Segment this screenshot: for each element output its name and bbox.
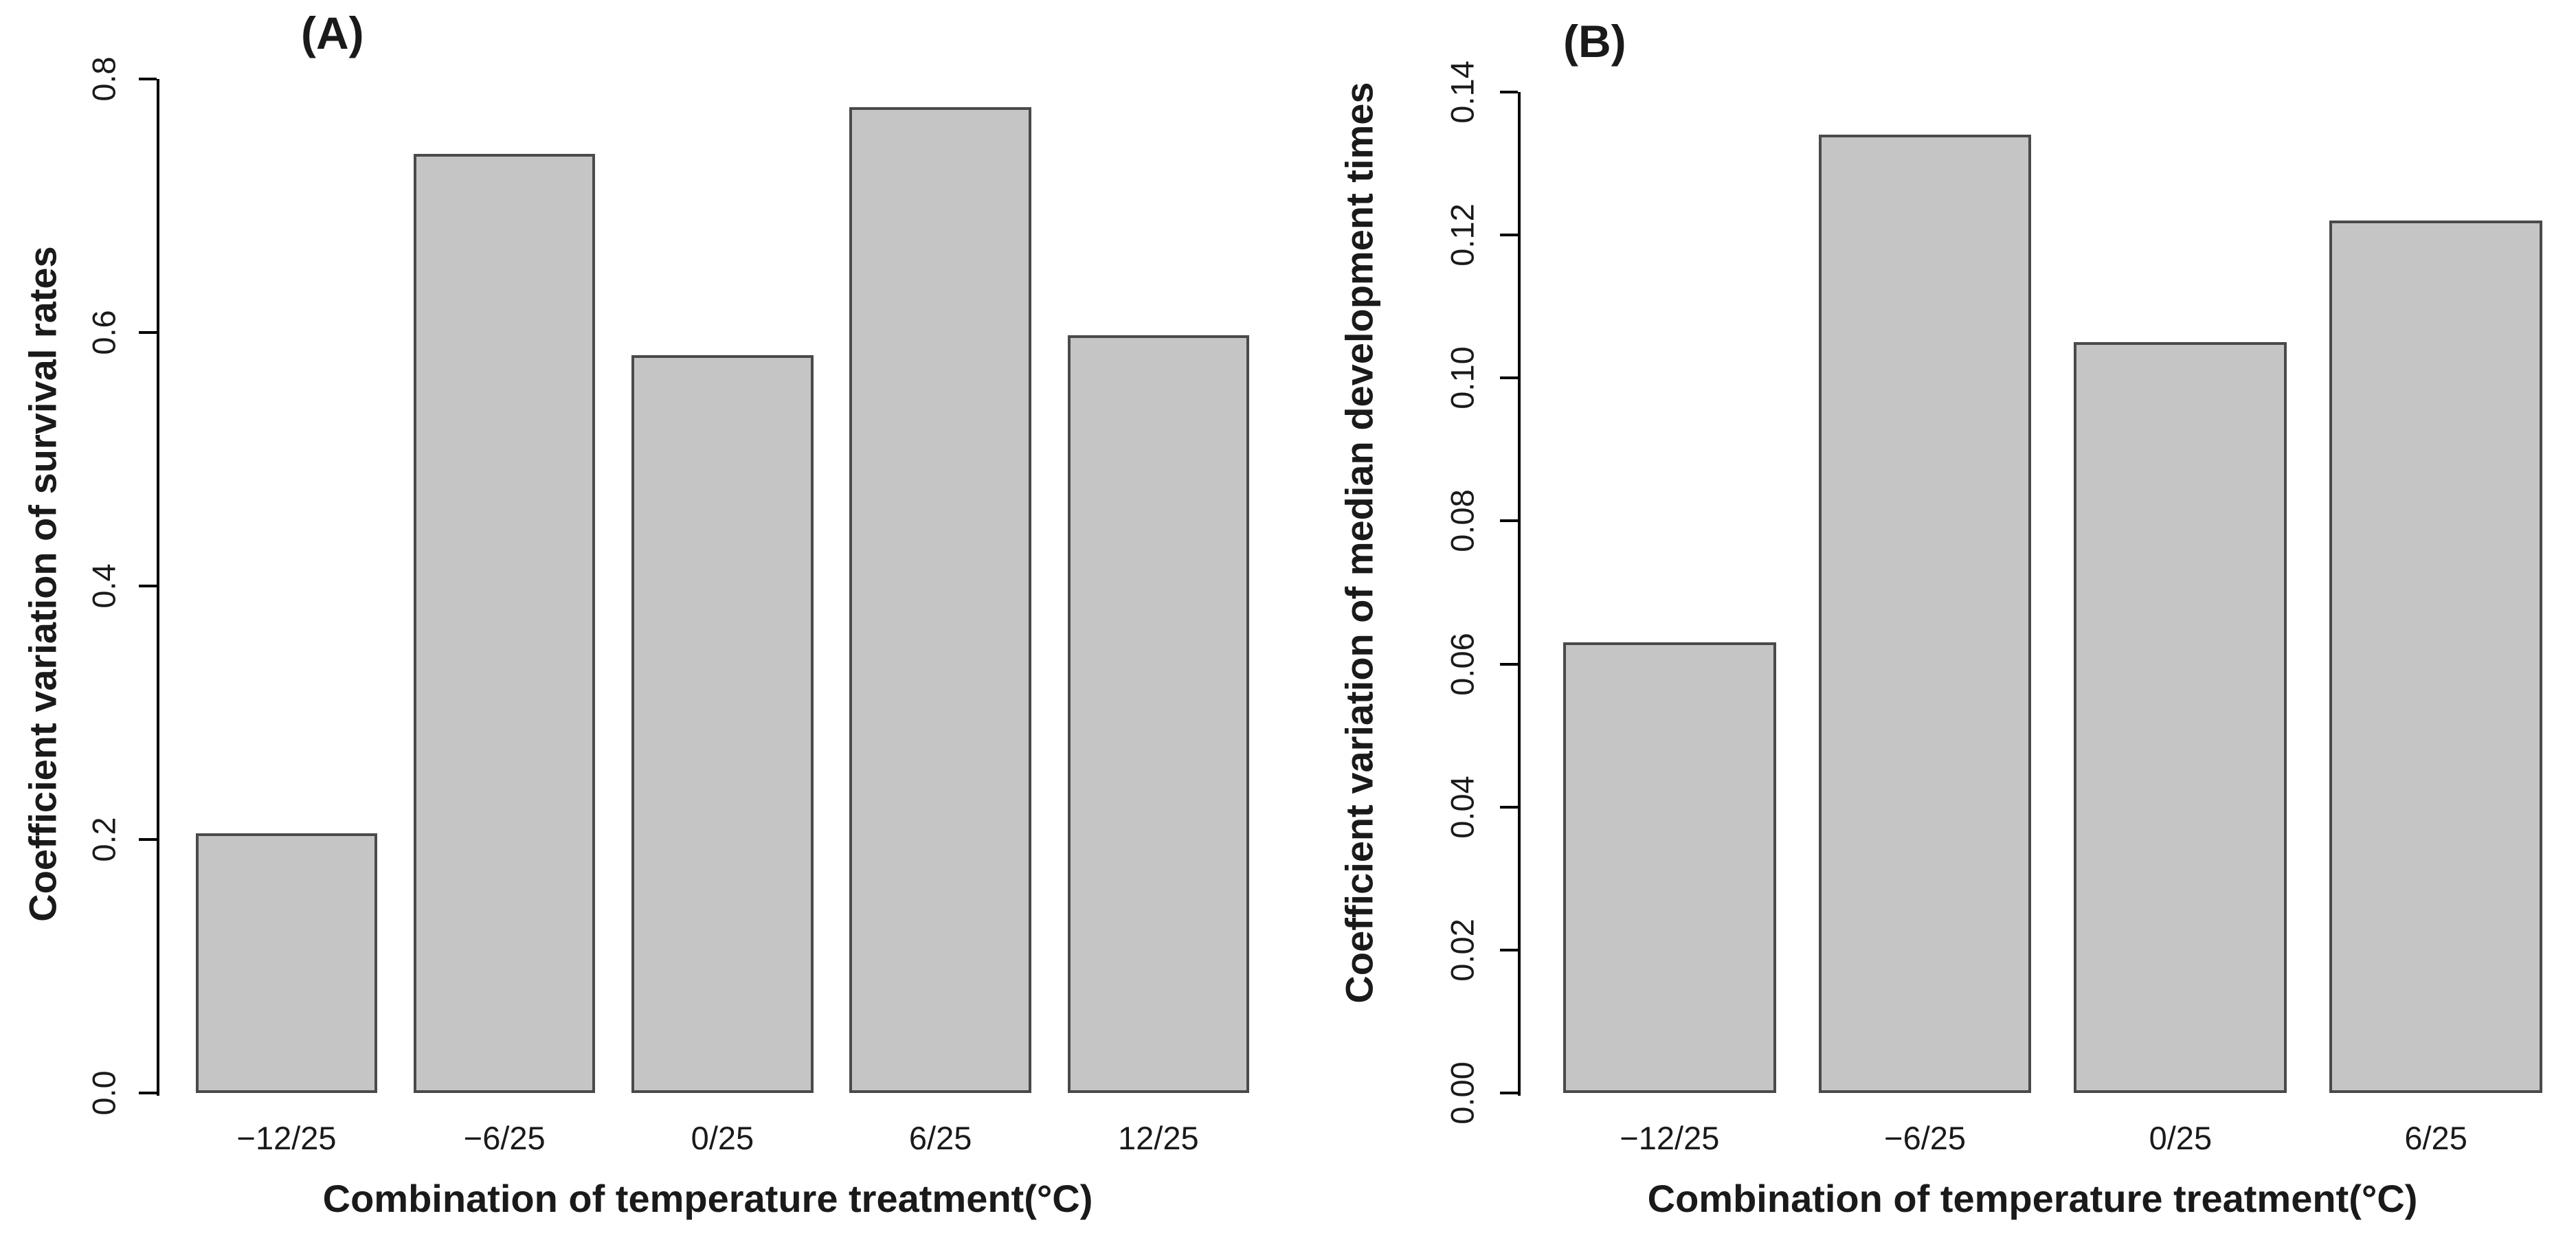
y-tick-mark bbox=[1500, 662, 1518, 666]
bar bbox=[195, 833, 378, 1093]
x-tick-label: 12/25 bbox=[1118, 1120, 1199, 1156]
y-tick-label: 0.08 bbox=[1444, 489, 1481, 553]
y-tick-mark bbox=[1500, 948, 1518, 951]
y-tick-label: 0.00 bbox=[1444, 1061, 1481, 1125]
y-tick-label: 0.8 bbox=[85, 56, 122, 102]
y-tick-label: 0.10 bbox=[1444, 346, 1481, 410]
bar bbox=[1818, 135, 2032, 1093]
bar bbox=[849, 106, 1031, 1093]
y-axis-line bbox=[1518, 92, 1521, 1096]
panel-a-label: (A) bbox=[301, 8, 364, 58]
panel-a-x-axis-title: Combination of temperature treatment(°C) bbox=[322, 1177, 1093, 1220]
x-tick-label: 0/25 bbox=[691, 1120, 754, 1156]
panel-b-y-axis-title: Coefficient variation of median developm… bbox=[1337, 82, 1381, 1004]
x-tick-label: −6/25 bbox=[1884, 1120, 1967, 1156]
y-tick-mark bbox=[1500, 1092, 1518, 1094]
x-tick-label: −12/25 bbox=[1620, 1120, 1720, 1156]
x-tick-label: 6/25 bbox=[908, 1120, 972, 1156]
y-tick-label: 0.2 bbox=[85, 817, 122, 862]
y-tick-mark bbox=[1500, 91, 1518, 93]
panel-b-label: (B) bbox=[1563, 16, 1626, 67]
y-tick-label: 0.4 bbox=[85, 563, 122, 609]
y-tick-mark bbox=[139, 838, 157, 841]
y-tick-label: 0.06 bbox=[1444, 632, 1481, 696]
x-tick-label: 6/25 bbox=[2404, 1120, 2467, 1156]
y-axis-line bbox=[157, 79, 159, 1096]
y-tick-mark bbox=[1500, 376, 1518, 380]
y-tick-mark bbox=[139, 1092, 157, 1094]
x-tick-label: −6/25 bbox=[463, 1120, 546, 1156]
panel-a-y-axis-title: Coefficient variation of survival rates bbox=[21, 246, 65, 922]
y-tick-mark bbox=[139, 78, 157, 80]
bar bbox=[631, 355, 814, 1093]
y-tick-mark bbox=[139, 585, 157, 587]
bar bbox=[2329, 221, 2542, 1093]
y-tick-mark bbox=[1500, 519, 1518, 523]
bar bbox=[414, 153, 596, 1093]
bar bbox=[2074, 342, 2287, 1093]
y-tick-label: 0.04 bbox=[1444, 775, 1481, 839]
x-tick-label: −12/25 bbox=[236, 1120, 337, 1156]
y-tick-label: 0.12 bbox=[1444, 203, 1481, 267]
panel-b-x-axis-title: Combination of temperature treatment(°C) bbox=[1647, 1177, 2418, 1220]
y-tick-mark bbox=[139, 331, 157, 334]
y-tick-label: 0.6 bbox=[85, 310, 122, 355]
y-tick-mark bbox=[1500, 234, 1518, 237]
bar bbox=[1067, 335, 1249, 1093]
bar bbox=[1563, 642, 1776, 1093]
y-tick-label: 0.0 bbox=[85, 1070, 122, 1116]
y-tick-label: 0.14 bbox=[1444, 60, 1481, 124]
y-tick-label: 0.02 bbox=[1444, 918, 1481, 982]
x-tick-label: 0/25 bbox=[2149, 1120, 2213, 1156]
y-tick-mark bbox=[1500, 805, 1518, 809]
